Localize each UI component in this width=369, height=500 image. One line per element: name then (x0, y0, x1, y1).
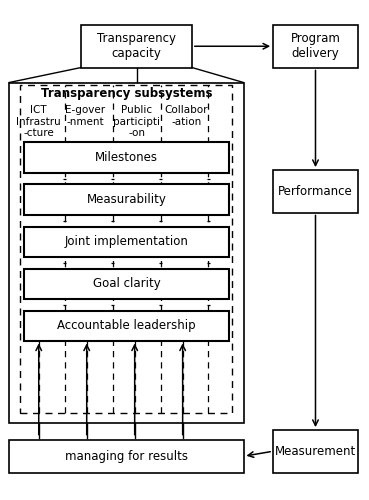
Text: Transparency
capacity: Transparency capacity (97, 32, 176, 60)
Bar (24, 184, 229, 214)
Text: Collabor
-ation: Collabor -ation (165, 105, 208, 126)
Text: Joint implementation: Joint implementation (65, 235, 188, 248)
Bar (20, 85, 232, 412)
Text: Milestones: Milestones (95, 151, 158, 164)
Bar (9, 440, 244, 472)
Bar (273, 430, 358, 472)
Text: Measurement: Measurement (275, 445, 356, 458)
Text: E-gover
-nment: E-gover -nment (65, 105, 105, 126)
Bar (273, 25, 358, 68)
Text: Accountable leadership: Accountable leadership (57, 319, 196, 332)
Bar (273, 170, 358, 212)
Text: Public
participti
-on: Public participti -on (113, 105, 160, 138)
Text: ICT
Infrastru
-cture: ICT Infrastru -cture (16, 105, 61, 138)
Text: managing for results: managing for results (65, 450, 188, 463)
Bar (24, 268, 229, 298)
Bar (9, 82, 244, 422)
Bar (24, 226, 229, 256)
Text: Program
delivery: Program delivery (290, 32, 341, 60)
Text: Measurability: Measurability (86, 193, 166, 206)
Text: Performance: Performance (278, 185, 353, 198)
Bar (24, 310, 229, 340)
Bar (24, 142, 229, 172)
Bar (81, 25, 192, 68)
Text: Transparency subsystems: Transparency subsystems (41, 87, 212, 100)
Text: Goal clarity: Goal clarity (93, 277, 160, 290)
